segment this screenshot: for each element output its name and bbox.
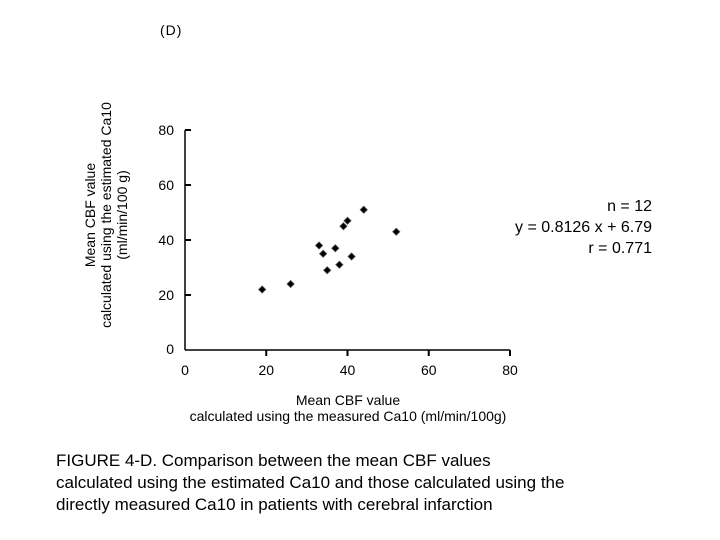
correlation-text: r = 0.771: [588, 240, 652, 257]
regression-stats: n = 12 y = 0.8126 x + 6.79 r = 0.771: [515, 196, 652, 259]
y-tick-label: 0: [166, 341, 174, 357]
y-axis-label-line-2: calculated using the estimated Ca10: [98, 102, 114, 328]
caption-line-2: calculated using the estimated Ca10 and …: [56, 473, 565, 492]
data-point: [318, 249, 328, 258]
data-point: [286, 279, 295, 289]
regression-equation-text: y = 0.8126 x + 6.79: [515, 219, 652, 236]
data-point: [335, 260, 344, 269]
x-axis-label-line-1: Mean CBF value: [296, 392, 400, 408]
data-point: [323, 266, 332, 275]
axes: [184, 130, 510, 351]
data-point: [347, 252, 356, 261]
data-point: [392, 227, 401, 236]
x-ticks: 0 20 40 60 80: [181, 350, 518, 378]
figure-caption: FIGURE 4-D. Comparison between the mean …: [56, 450, 696, 516]
y-tick-label: 80: [158, 122, 174, 138]
data-point: [258, 285, 267, 294]
data-points: [258, 205, 401, 294]
caption-line-3: directly measured Ca10 in patients with …: [56, 495, 493, 514]
y-ticks: 20 40 60 80 0: [158, 122, 191, 357]
x-tick-label: 0: [181, 362, 189, 378]
x-tick-label: 60: [421, 362, 437, 378]
sample-size-text: n = 12: [607, 198, 652, 215]
data-point: [359, 205, 368, 214]
x-tick-label: 40: [340, 362, 356, 378]
data-point: [339, 222, 348, 231]
y-axis-label-line-3: (ml/min/100 g): [114, 170, 130, 259]
y-axis-label: Mean CBF value calculated using the esti…: [82, 102, 130, 328]
scatter-chart: 0 20 40 60 80 20 40 60 80 0 Mean CBF value calcu…: [82, 102, 518, 424]
x-tick-label: 20: [258, 362, 274, 378]
y-tick-label: 20: [158, 287, 174, 303]
x-axis-label-line-2: calculated using the measured Ca10 (ml/m…: [190, 408, 507, 424]
y-tick-label: 60: [158, 177, 174, 193]
y-axis-label-line-1: Mean CBF value: [82, 163, 98, 267]
data-point: [314, 241, 324, 250]
panel-label: (D): [160, 22, 183, 38]
data-point: [343, 216, 352, 225]
x-tick-label: 80: [502, 362, 518, 378]
data-point: [331, 244, 340, 253]
caption-line-1: FIGURE 4-D. Comparison between the mean …: [56, 451, 491, 470]
y-tick-label: 40: [158, 232, 174, 248]
